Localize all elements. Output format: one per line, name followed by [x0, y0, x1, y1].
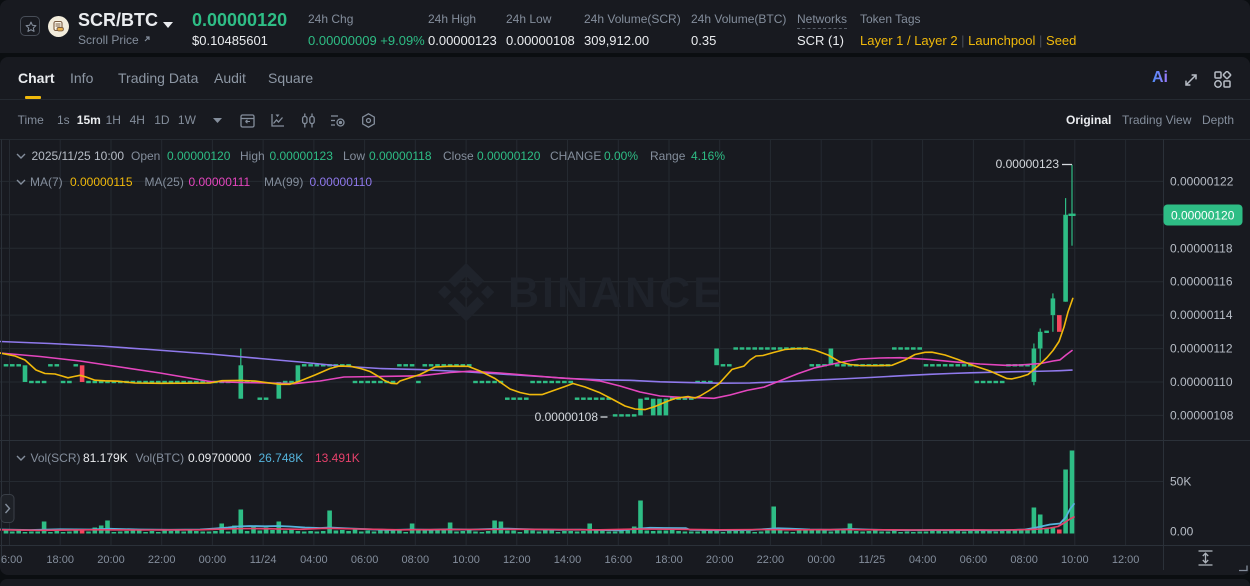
svg-text:00:00: 00:00 [199, 554, 227, 566]
svg-text:Range: Range [650, 149, 686, 163]
svg-text:14:00: 14:00 [554, 554, 582, 566]
svg-text:18:00: 18:00 [46, 554, 74, 566]
svg-text:06:00: 06:00 [960, 554, 988, 566]
svg-text:13.491K: 13.491K [315, 451, 360, 465]
svg-text:22:00: 22:00 [148, 554, 176, 566]
svg-text:2025/11/25 10:00: 2025/11/25 10:00 [32, 149, 125, 163]
svg-text:Open: Open [131, 149, 160, 163]
svg-text:0.00000122: 0.00000122 [1170, 174, 1234, 188]
svg-text:18:00: 18:00 [655, 554, 683, 566]
svg-text:0.00000111: 0.00000111 [189, 175, 251, 189]
svg-text:26.748K: 26.748K [259, 451, 304, 465]
svg-text:0.00000123: 0.00000123 [270, 149, 334, 163]
svg-text:Vol(BTC): Vol(BTC) [136, 451, 185, 465]
svg-text:0.00: 0.00 [1170, 525, 1194, 539]
svg-text:11/25: 11/25 [859, 554, 886, 566]
svg-text:08:00: 08:00 [402, 554, 430, 566]
svg-text:0.00000123: 0.00000123 [996, 157, 1060, 171]
svg-text:MA(7): MA(7) [30, 175, 63, 189]
svg-text:06:00: 06:00 [351, 554, 379, 566]
svg-text:16:00: 16:00 [605, 554, 633, 566]
svg-text:4.16%: 4.16% [691, 149, 725, 163]
svg-text:0.00000114: 0.00000114 [1170, 308, 1233, 322]
svg-text:0.00%: 0.00% [604, 149, 638, 163]
svg-text:0.00000120: 0.00000120 [477, 149, 541, 163]
svg-text:20:00: 20:00 [97, 554, 125, 566]
svg-text:0.00000118: 0.00000118 [369, 149, 432, 163]
svg-text:0.00000110: 0.00000110 [1170, 375, 1233, 389]
svg-text:0.00000112: 0.00000112 [1170, 342, 1233, 356]
svg-text:0.00000110: 0.00000110 [310, 175, 373, 189]
svg-text:0.00000116: 0.00000116 [1170, 275, 1233, 289]
svg-text:0.00000108: 0.00000108 [1170, 408, 1234, 422]
svg-text:Vol(SCR): Vol(SCR) [31, 451, 81, 465]
svg-text:50K: 50K [1170, 475, 1191, 489]
svg-text:0.00000118: 0.00000118 [1170, 241, 1233, 255]
svg-text:08:00: 08:00 [1010, 554, 1038, 566]
svg-text:MA(25): MA(25) [145, 175, 184, 189]
svg-text:00:00: 00:00 [807, 554, 835, 566]
svg-text:MA(99): MA(99) [264, 175, 303, 189]
svg-text:20:00: 20:00 [706, 554, 734, 566]
svg-text:Low: Low [343, 149, 365, 163]
svg-text:22:00: 22:00 [757, 554, 785, 566]
svg-text:Close: Close [443, 149, 474, 163]
svg-text:BINANCE: BINANCE [508, 269, 725, 317]
svg-text:12:00: 12:00 [1112, 554, 1140, 566]
svg-text:0.00000120: 0.00000120 [1171, 209, 1235, 223]
svg-text:0.00000120: 0.00000120 [167, 149, 231, 163]
svg-text:10:00: 10:00 [1061, 554, 1089, 566]
svg-text:12:00: 12:00 [503, 554, 531, 566]
svg-text:81.179K: 81.179K [83, 451, 128, 465]
svg-text:04:00: 04:00 [300, 554, 328, 566]
svg-text:10:00: 10:00 [452, 554, 480, 566]
svg-text:CHANGE: CHANGE [550, 149, 601, 163]
svg-text:11/24: 11/24 [250, 554, 277, 566]
svg-text:04:00: 04:00 [909, 554, 937, 566]
svg-text:0.00000115: 0.00000115 [70, 175, 133, 189]
svg-text:6:00: 6:00 [1, 554, 22, 566]
svg-text:High: High [240, 149, 265, 163]
svg-text:0.09700000: 0.09700000 [188, 451, 252, 465]
svg-text:0.00000108: 0.00000108 [535, 410, 599, 424]
